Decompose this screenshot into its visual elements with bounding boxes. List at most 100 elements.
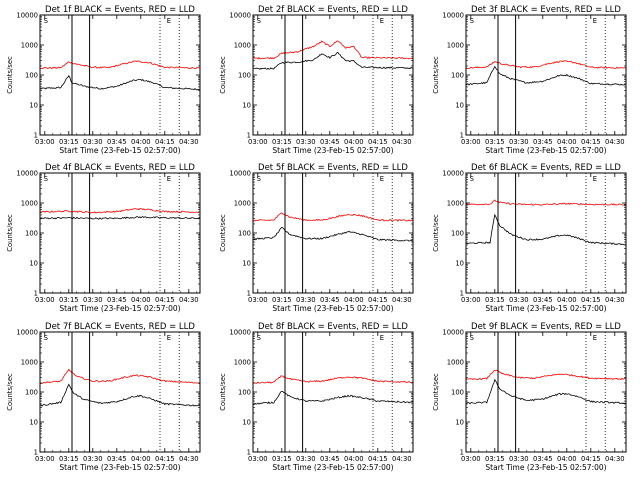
y-tick-label: 1 [34,449,38,457]
panel-title: Det 9f BLACK = Events, RED = LLD [471,322,621,332]
x-tick-label: 04:15 [368,296,388,304]
flag-label: E [167,17,171,25]
y-tick-label: 100 [25,389,38,397]
lld-series-line [465,60,627,69]
y-tick-label: 1000 [21,42,38,50]
x-tick-label: 04:15 [368,455,388,463]
x-tick-label: 04:00 [344,455,364,463]
y-tick-label: 1 [460,290,464,298]
x-tick-label: 03:30 [296,455,316,463]
events-series-line [39,75,201,91]
panel-title: Det 1f BLACK = Events, RED = LLD [45,5,195,15]
x-tick-label: 04:15 [581,296,601,304]
flag-label: E [593,17,597,25]
x-tick-label: 03:00 [248,296,268,304]
y-tick-label: 10000 [16,170,38,178]
lld-series-line [252,375,414,384]
x-tick-label: 03:30 [83,455,103,463]
y-tick-label: 1 [460,132,464,140]
x-tick-label: 03:15 [485,138,505,146]
y-tick-label: 10 [455,419,464,427]
x-tick-label: 03:15 [59,138,79,146]
y-tick-label: 10000 [442,12,464,20]
x-tick-label: 03:45 [533,138,553,146]
panel-title: Det 6f BLACK = Events, RED = LLD [471,163,621,173]
x-axis-label: Start Time (23-Feb-15 02:57:00) [59,304,180,313]
y-tick-label: 1000 [447,42,464,50]
y-tick-label: 10 [455,102,464,110]
x-tick-label: 04:15 [155,296,175,304]
flag-label: E [593,334,597,342]
x-axis-label: Start Time (23-Feb-15 02:57:00) [272,146,393,155]
y-axis-label: Counts/sec [6,56,14,94]
x-tick-label: 03:00 [35,455,55,463]
x-axis-label: Start Time (23-Feb-15 02:57:00) [59,146,180,155]
detector-panel-8: Det 8f BLACK = Events, RED = LLD S E 1 10 100… [219,322,414,472]
y-tick-label: 1000 [234,42,251,50]
y-tick-label: 100 [451,389,464,397]
flag-label: E [380,17,384,25]
x-tick-label: 04:30 [179,138,199,146]
y-tick-label: 1000 [234,200,251,208]
flag-label: E [380,175,384,183]
x-axis-label: Start Time (23-Feb-15 02:57:00) [485,463,606,472]
x-tick-label: 03:00 [248,138,268,146]
lld-series-line [39,208,200,214]
y-tick-label: 10 [29,102,38,110]
x-tick-label: 03:00 [248,455,268,463]
x-tick-label: 03:00 [461,138,481,146]
plot-frame [39,331,201,453]
y-tick-label: 1 [34,290,38,298]
y-axis-label: Counts/sec [6,373,14,411]
panel-title: Det 7f BLACK = Events, RED = LLD [45,322,195,332]
y-axis-label: Counts/sec [6,214,14,252]
y-tick-label: 10 [242,419,251,427]
x-tick-label: 03:45 [107,296,127,304]
detector-panel-3: Det 3f BLACK = Events, RED = LLD S E 1 10 100… [432,5,627,155]
x-tick-label: 04:15 [155,138,175,146]
events-series-line [465,378,627,405]
detector-panel-1: Det 1f BLACK = Events, RED = LLD S E 1 10 100… [6,5,201,155]
x-tick-label: 03:15 [272,455,292,463]
lld-series-line [465,369,627,381]
flag-label: S [470,334,474,342]
x-tick-label: 04:15 [368,138,388,146]
x-tick-label: 03:45 [533,296,553,304]
plot-frame [39,172,201,294]
x-tick-label: 04:00 [131,455,151,463]
x-tick-label: 03:30 [509,138,529,146]
lld-series-line [465,199,627,206]
detector-panel-2: Det 2f BLACK = Events, RED = LLD S E 1 10 100… [219,5,414,155]
x-tick-label: 03:15 [485,296,505,304]
x-axis-label: Start Time (23-Feb-15 02:57:00) [485,146,606,155]
x-tick-label: 04:00 [344,296,364,304]
y-tick-label: 10 [29,419,38,427]
y-tick-label: 100 [25,72,38,80]
flag-label: S [44,175,48,183]
panel-title: Det 2f BLACK = Events, RED = LLD [258,5,408,15]
flag-label: S [470,17,474,25]
x-tick-label: 03:15 [272,296,292,304]
flag-label: E [167,175,171,183]
y-tick-label: 100 [451,230,464,238]
y-tick-label: 1 [247,132,251,140]
x-tick-label: 03:45 [320,455,340,463]
lld-series-line [252,212,414,222]
x-tick-label: 04:00 [557,138,577,146]
x-tick-label: 04:30 [392,455,412,463]
y-tick-label: 10 [242,260,251,268]
y-tick-label: 1 [247,449,251,457]
x-tick-label: 03:15 [59,455,79,463]
y-tick-label: 10 [242,102,251,110]
y-tick-label: 1000 [447,200,464,208]
flag-label: E [380,334,384,342]
y-tick-label: 10000 [229,329,251,337]
flag-label: S [44,17,48,25]
y-tick-label: 10000 [442,170,464,178]
x-tick-label: 03:15 [485,455,505,463]
x-tick-label: 04:30 [179,296,199,304]
detector-panel-9: Det 9f BLACK = Events, RED = LLD S E 1 10 100… [432,322,627,472]
y-axis-label: Counts/sec [432,214,440,252]
x-tick-label: 04:30 [392,138,412,146]
